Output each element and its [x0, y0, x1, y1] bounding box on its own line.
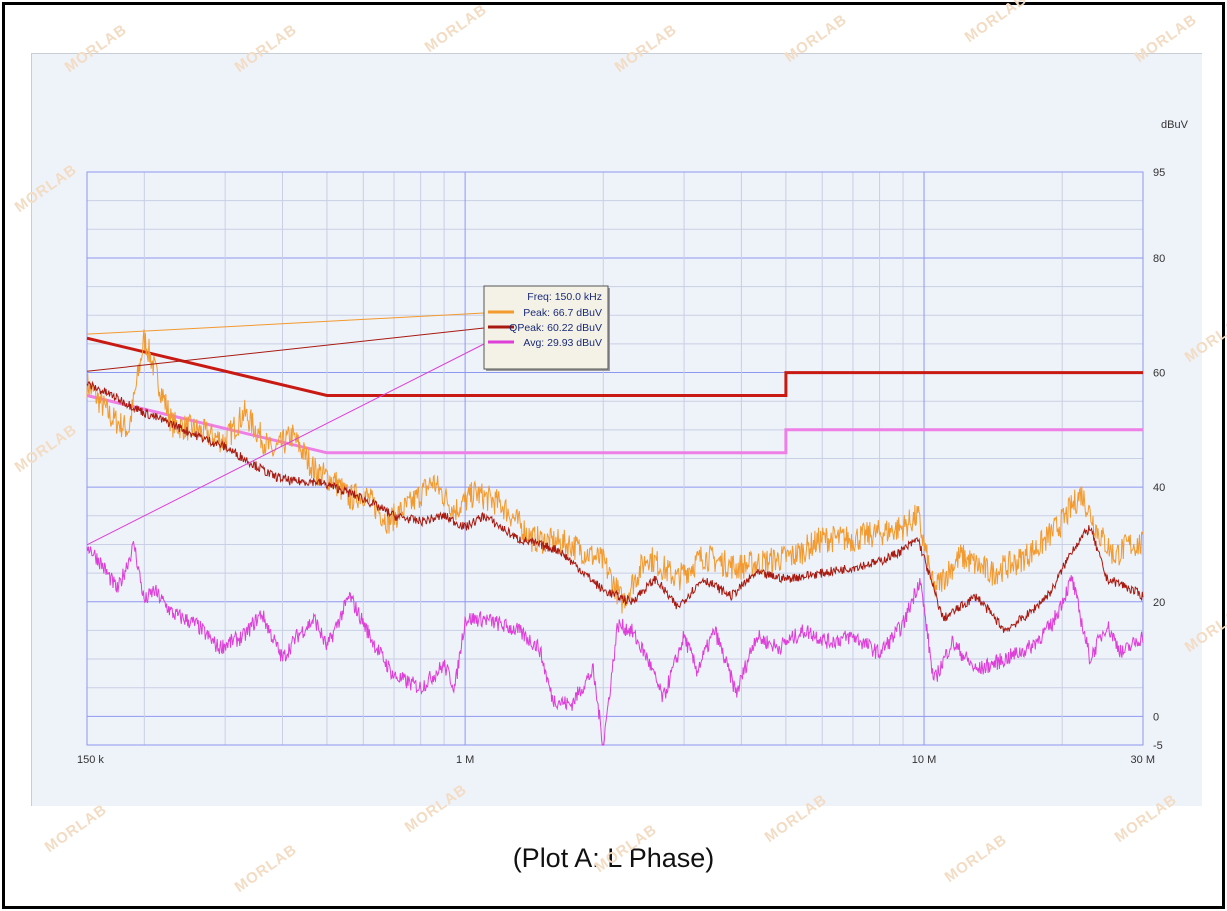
plot-caption: (Plot A: L Phase) [512, 843, 715, 873]
y-tick-label: 80 [1153, 253, 1165, 265]
y-tick-label: 0 [1153, 711, 1159, 723]
grid [86, 171, 1144, 746]
series-avg-line [86, 541, 1144, 746]
avg-limit-line [86, 394, 1143, 455]
readout-avg: Avg: 29.93 dBuV [523, 337, 602, 349]
readout-peak: Peak: 66.7 dBuV [523, 307, 602, 319]
peak-leader-line [86, 312, 485, 335]
plot-border [86, 171, 1144, 746]
qpeak-leader-line [86, 327, 485, 372]
limit-lines [86, 336, 1143, 455]
y-tick-label: 20 [1153, 597, 1165, 609]
tick-labels: 95 80 60 40 20 0 -5 150 k 1 M 10 M 30 M [77, 167, 1165, 766]
cursor-readout: Freq: 150.0 kHz Peak: 66.7 dBuV QPeak: 60.… [483, 285, 610, 371]
series-lines [86, 329, 1144, 746]
avg-leader-line [86, 343, 485, 546]
y-axis-label: dBuV [1161, 119, 1189, 131]
y-tick-label: 40 [1153, 482, 1165, 494]
y-tick-label: -5 [1153, 740, 1163, 752]
cursor-leader-lines [86, 312, 485, 546]
series-qpeak-line [86, 380, 1144, 633]
readout-qpeak: QPeak: 60.22 dBuV [509, 322, 602, 334]
x-tick-label: 30 M [1131, 754, 1155, 766]
y-tick-label: 95 [1153, 167, 1165, 179]
readout-freq: Freq: 150.0 kHz [527, 291, 602, 303]
x-tick-label: 10 M [912, 754, 936, 766]
x-tick-label: 1 M [456, 754, 474, 766]
x-tick-label: 150 k [77, 754, 104, 766]
series-peak-line [86, 329, 1144, 614]
qpeak-limit-line [86, 336, 1143, 397]
y-tick-label: 60 [1153, 368, 1165, 380]
